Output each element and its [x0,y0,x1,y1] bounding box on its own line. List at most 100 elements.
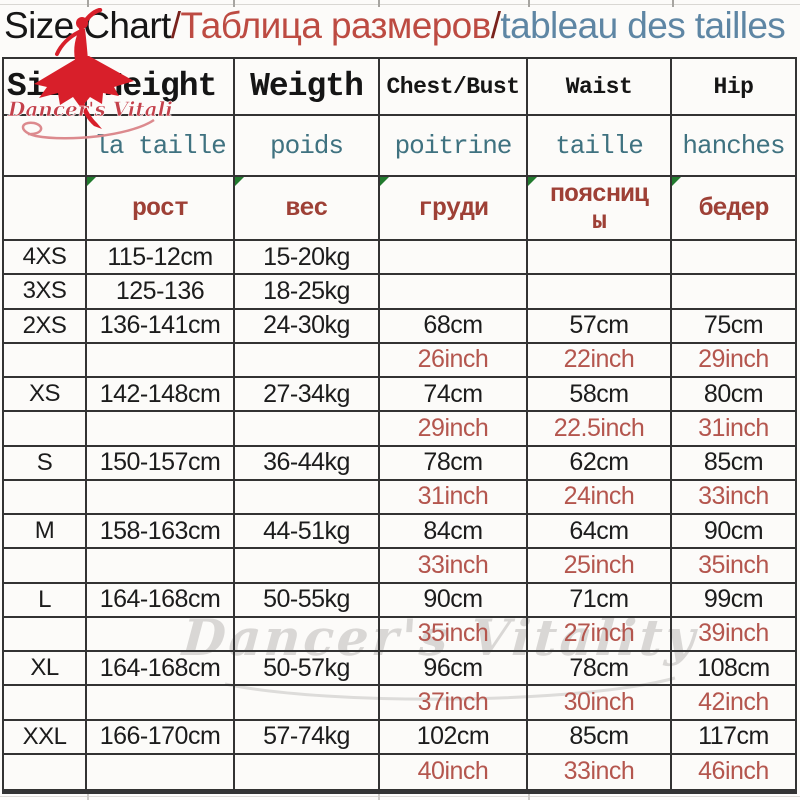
cell-r11-chest: 90cm [380,583,528,618]
subheader-fr-hip: hanches [672,116,795,177]
subheader-fr-height: la taille [87,116,235,177]
cell-r5-chest: 74cm [380,378,528,413]
cell-r12-height [87,617,235,652]
cell-r14-size [4,686,87,721]
cell-r5-hip: 80cm [672,378,795,413]
cell-r1-waist [528,241,672,276]
cell-r14-hip: 42inch [672,686,795,721]
bottom-grid-tick [87,794,89,800]
cell-r6-hip: 31inch [672,412,795,447]
cell-r2-waist [528,275,672,310]
cell-r3-hip: 75cm [672,310,795,344]
subheader-fr-chest: poitrine [380,116,528,177]
cell-r8-waist: 24inch [528,480,672,515]
cell-r3-waist: 57cm [528,309,672,344]
cell-r2-size: 3XS [4,275,87,310]
bottom-gridline [0,796,800,797]
cell-r13-height: 164-168cm [87,652,235,687]
cell-r16-height [87,754,235,789]
subheader-ru-hip: бедер [672,177,795,241]
cell-r3-size: 2XS [4,309,87,344]
bottom-grid-tick [378,794,380,800]
cell-r1-hip [672,241,795,276]
cell-r10-chest: 33inch [380,549,528,584]
cell-r9-size: M [4,515,87,550]
cell-r5-weight: 27-34kg [235,378,380,413]
cell-r14-chest: 37inch [380,686,528,721]
top-grid-tick [87,0,89,7]
title-english: Size Chart [4,5,171,46]
cell-r15-hip: 117cm [672,721,795,755]
header-chest: Chest/Bust [380,59,528,116]
top-grid-tick [378,0,380,7]
cell-r12-chest: 35inch [380,617,528,652]
cell-r11-weight: 50-55kg [235,583,380,618]
cell-r12-size [4,617,87,652]
cell-r9-weight: 44-51kg [235,515,380,550]
cell-r2-height: 125-136 [87,275,235,310]
cell-r3-height: 136-141cm [87,309,235,344]
cell-r5-size: XS [4,378,87,413]
cell-r1-weight: 15-20kg [235,241,380,276]
cell-r8-size [4,480,87,515]
cell-r1-size: 4XS [4,241,87,276]
cell-r2-chest [380,275,528,310]
cell-r4-waist: 22inch [528,343,672,378]
cell-r13-weight: 50-57kg [235,652,380,687]
cell-r8-height [87,480,235,515]
cell-r13-size: XL [4,652,87,687]
top-grid-tick [233,0,235,7]
header-size: Size [4,59,87,116]
header-height: Height [87,59,235,116]
cell-r1-chest [380,241,528,276]
subheader-ru-size [4,177,87,241]
title-slash: / [170,5,181,46]
subheader-fr-waist: taille [528,116,672,177]
cell-r10-waist: 25inch [528,549,672,584]
cell-r4-size [4,343,87,378]
cell-r6-height [87,412,235,447]
cell-r7-chest: 78cm [380,446,528,481]
cell-r16-hip: 46inch [698,757,769,786]
cell-r4-chest: 26inch [380,343,528,378]
cell-r10-hip: 35inch [672,549,795,584]
top-grid-tick [528,0,530,7]
cell-r9-height: 158-163cm [87,515,235,550]
cell-r6-weight [235,412,380,447]
title-french: tableau des tailles [500,5,786,46]
cell-r2-weight: 18-25kg [235,275,380,310]
header-waist: Waist [528,59,672,116]
cell-r9-hip: 90cm [672,515,795,550]
title-russian: Таблица размеров [180,5,491,46]
cell-r16-weight [235,754,380,789]
cell-r11-size: L [4,583,87,618]
cell-r8-hip: 33inch [672,481,795,515]
cell-r10-size [4,549,87,584]
cell-r6-size [4,412,87,447]
cell-r15-chest: 102cm [380,720,528,755]
subheader-fr-weight: poids [235,116,380,177]
cell-r5-height: 142-148cm [87,378,235,413]
cell-r4-hip: 29inch [672,344,795,378]
subheader-fr-size [4,116,87,177]
cell-r14-waist: 30inch [528,686,672,721]
cell-r6-chest: 29inch [380,412,528,447]
cell-r6-waist: 22.5inch [528,412,672,447]
header-hip: Hip [672,59,795,116]
header-weight: Weigth [235,59,380,116]
cell-r4-height [87,343,235,378]
cell-r3-weight: 24-30kg [235,309,380,344]
cell-r15-waist: 85cm [528,720,672,755]
bottom-grid-tick [528,794,530,800]
cell-r15-size: XXL [4,720,87,755]
cell-r11-hip: 99cm [672,584,795,618]
cell-r16-chest: 40inch [380,754,528,789]
top-gridline [0,4,800,5]
cell-r10-height [87,549,235,584]
cell-r16-waist: 33inch [528,754,672,789]
cell-r7-hip: 85cm [672,447,795,481]
top-grid-tick [672,0,674,7]
cell-r2-hip [672,275,795,310]
cell-r7-waist: 62cm [528,446,672,481]
cell-r14-height [87,686,235,721]
